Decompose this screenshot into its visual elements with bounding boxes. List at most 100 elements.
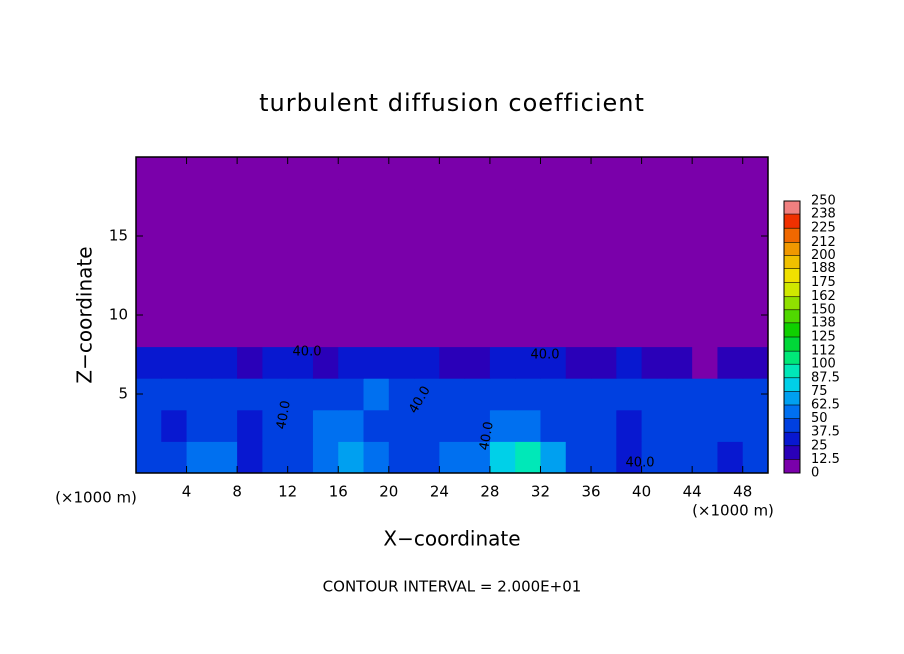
- heat-cell: [515, 441, 541, 474]
- heat-cell: [262, 283, 289, 316]
- heat-cell: [439, 220, 466, 253]
- heat-cell: [515, 346, 541, 379]
- heat-cell: [616, 157, 643, 190]
- heat-cell: [262, 409, 289, 442]
- heat-cell: [591, 251, 617, 284]
- heat-cell: [540, 409, 567, 442]
- heat-cell: [312, 251, 339, 284]
- colorbar-label: 138: [811, 315, 836, 330]
- x-tick-label: 16: [329, 483, 348, 501]
- heat-cell: [666, 283, 693, 316]
- heat-cell: [363, 409, 390, 442]
- heat-cell: [515, 251, 541, 284]
- heat-cell: [186, 315, 213, 348]
- colorbar-label: 112: [811, 344, 836, 359]
- heat-cell: [363, 346, 390, 379]
- colorbar-label: 100: [811, 357, 836, 372]
- heat-cell: [262, 346, 289, 379]
- colorbar-label: 125: [811, 330, 836, 345]
- heat-cell: [666, 251, 693, 284]
- heat-cell: [591, 441, 617, 474]
- colorbar-label: 175: [811, 275, 836, 290]
- footer: CONTOUR INTERVAL = 2.000E+01: [323, 578, 582, 596]
- colorbar-label: 12.5: [811, 452, 840, 467]
- heat-cell: [186, 251, 213, 284]
- heat-cell: [692, 315, 718, 348]
- heat-cell: [388, 220, 415, 253]
- heat-cell: [161, 251, 188, 284]
- y-tick-label: 10: [109, 306, 128, 324]
- heat-cell: [414, 283, 440, 316]
- heat-cell: [641, 220, 668, 253]
- heat-cell: [565, 220, 592, 253]
- x-tick-label: 4: [182, 483, 192, 501]
- heat-cell: [338, 409, 365, 442]
- heat-cell: [287, 157, 314, 190]
- colorbar-swatch: [784, 322, 800, 337]
- heat-cell: [388, 188, 415, 221]
- heat-cell: [338, 441, 365, 474]
- heat-cell: [338, 378, 365, 411]
- heat-cell: [287, 346, 314, 379]
- heat-cell: [161, 315, 188, 348]
- heat-cell: [211, 441, 238, 474]
- heat-cell: [565, 315, 592, 348]
- heat-cell: [692, 378, 718, 411]
- heat-cell: [489, 251, 516, 284]
- heat-cell: [591, 378, 617, 411]
- heat-cell: [363, 188, 390, 221]
- heat-cell: [717, 441, 744, 474]
- x-tick-label: 12: [278, 483, 297, 501]
- heat-cell: [591, 188, 617, 221]
- heat-cell: [565, 346, 592, 379]
- colorbar-swatch: [784, 242, 800, 256]
- x-tick-label: 40: [632, 483, 651, 501]
- heat-cell: [186, 283, 213, 316]
- heat-cell: [312, 409, 339, 442]
- x-unit: (×1000 m): [692, 502, 774, 520]
- colorbar-label: 188: [811, 261, 836, 276]
- heat-cell: [489, 441, 516, 474]
- heat-cell: [237, 378, 263, 411]
- heat-cell: [211, 378, 238, 411]
- heat-cell: [439, 409, 466, 442]
- colorbar-swatch: [784, 282, 800, 297]
- heat-cell: [388, 157, 415, 190]
- heat-cell: [262, 157, 289, 190]
- heat-cell: [388, 283, 415, 316]
- heat-cell: [666, 157, 693, 190]
- heat-cell: [717, 346, 744, 379]
- heat-cell: [363, 441, 390, 474]
- chart-title: turbulent diffusion coefficient: [259, 89, 645, 117]
- heat-cell: [616, 315, 643, 348]
- colorbar-swatch: [784, 391, 800, 405]
- heat-cell: [591, 157, 617, 190]
- contour-label: 40.0: [274, 399, 294, 430]
- heat-cell: [388, 441, 415, 474]
- contour-label: 40.0: [293, 345, 322, 360]
- heat-cell: [287, 378, 314, 411]
- heat-cell: [565, 441, 592, 474]
- heat-cell: [742, 157, 769, 190]
- heat-cell: [666, 315, 693, 348]
- heat-cell: [464, 157, 491, 190]
- colorbar-label: 87.5: [811, 370, 840, 385]
- heat-cell: [287, 409, 314, 442]
- colorbar-swatch: [784, 432, 800, 446]
- heat-cell: [489, 188, 516, 221]
- heat-cell: [439, 441, 466, 474]
- heat-cell: [489, 157, 516, 190]
- heat-cell: [287, 283, 314, 316]
- heat-cell: [161, 378, 188, 411]
- heat-cell: [464, 409, 491, 442]
- heat-cell: [540, 188, 567, 221]
- heat-cell: [262, 315, 289, 348]
- heat-cell: [136, 315, 162, 348]
- heat-cell: [237, 283, 263, 316]
- heat-cell: [641, 441, 668, 474]
- colorbar-swatch: [784, 351, 800, 365]
- heat-cell: [464, 378, 491, 411]
- colorbar-swatch: [784, 255, 800, 269]
- heat-cell: [641, 283, 668, 316]
- heat-cell: [287, 441, 314, 474]
